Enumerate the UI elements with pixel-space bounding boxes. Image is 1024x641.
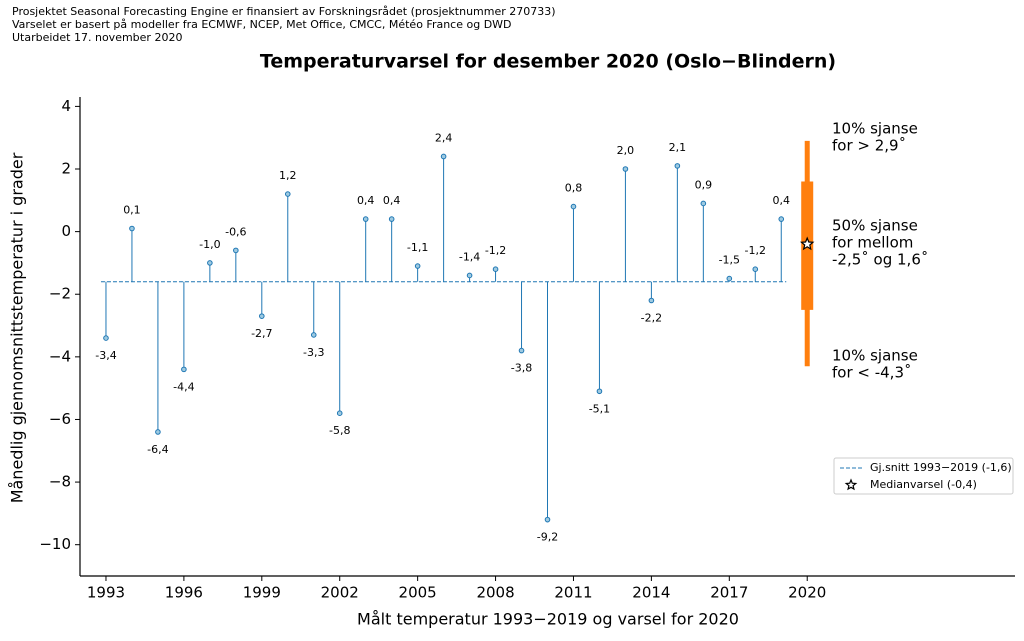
value-label: -6,4 <box>147 443 168 456</box>
y-tick-label: −6 <box>49 410 71 428</box>
stem-marker <box>284 191 291 197</box>
x-tick-label: 2011 <box>554 584 592 602</box>
value-label: -0,6 <box>225 225 246 238</box>
value-label: -1,0 <box>199 238 220 251</box>
value-label: -1,5 <box>719 254 740 267</box>
x-tick-label: 2005 <box>399 584 437 602</box>
header-line: Varselet er basert på modeller fra ECMWF… <box>12 18 512 31</box>
y-tick-label: 4 <box>61 97 71 115</box>
annotation: 10% sjanse <box>832 347 918 365</box>
value-label: -2,2 <box>641 311 662 324</box>
chart-title: Temperaturvarsel for desember 2020 (Oslo… <box>260 51 836 73</box>
x-tick-label: 2008 <box>476 584 514 602</box>
annotation: 10% sjanse <box>832 120 918 138</box>
value-label: -5,1 <box>589 402 610 415</box>
value-label: -2,7 <box>251 327 272 340</box>
value-label: -1,2 <box>745 244 766 257</box>
y-tick-label: −8 <box>49 473 71 491</box>
value-label: -3,4 <box>95 349 116 362</box>
x-tick-label: 1993 <box>87 584 125 602</box>
stem-marker <box>181 366 187 373</box>
stem-marker <box>336 410 343 417</box>
annotation: for > 2,9˚ <box>832 137 906 155</box>
value-label: -3,3 <box>303 346 324 359</box>
y-axis-title: Månedlig gjennomsnittstemperatur i grade… <box>8 152 27 503</box>
stem-marker <box>752 266 759 272</box>
stem-marker <box>596 388 603 395</box>
value-label: -9,2 <box>537 531 558 544</box>
y-tick-label: 2 <box>61 160 71 178</box>
y-tick-label: 0 <box>61 222 71 240</box>
value-label: -1,2 <box>485 244 506 257</box>
value-label: 2,1 <box>669 141 687 154</box>
value-label: 0,1 <box>123 203 141 216</box>
stem-marker <box>362 216 369 222</box>
y-tick-label: −2 <box>49 285 71 303</box>
header-line: Prosjektet Seasonal Forecasting Engine e… <box>12 5 556 18</box>
stem-marker <box>674 163 681 169</box>
x-tick-label: 2014 <box>632 584 670 602</box>
stem-marker <box>726 275 733 282</box>
value-label: -1,4 <box>459 250 480 263</box>
value-label: 2,0 <box>617 144 635 157</box>
x-tick-label: 1996 <box>165 584 203 602</box>
value-label: -5,8 <box>329 424 350 437</box>
stem-marker <box>778 216 785 222</box>
legend-box <box>833 457 1014 495</box>
stem-marker <box>233 247 239 254</box>
stem-marker <box>207 260 213 266</box>
stem-marker <box>466 272 473 279</box>
stem-marker <box>622 166 629 172</box>
value-label: 0,8 <box>565 182 583 195</box>
stem-marker <box>414 263 421 269</box>
stem-marker <box>155 429 161 435</box>
stem-marker <box>129 225 135 232</box>
legend-label: Gj.snitt 1993−2019 (-1,6) <box>870 461 1012 474</box>
stem-marker <box>259 313 265 319</box>
x-tick-label: 1999 <box>243 584 281 602</box>
stem-marker <box>388 216 395 222</box>
header-line: Utarbeidet 17. november 2020 <box>12 31 182 44</box>
x-tick-label: 2017 <box>710 584 748 602</box>
stem-marker <box>103 335 109 341</box>
value-label: -4,4 <box>173 380 194 393</box>
x-axis-title: Målt temperatur 1993−2019 og varsel for … <box>357 610 739 629</box>
x-tick-label: 2002 <box>321 584 359 602</box>
value-label: 0,4 <box>357 194 375 207</box>
annotation: for mellom <box>832 234 913 252</box>
stem-marker <box>440 153 447 160</box>
value-label: -1,1 <box>407 241 428 254</box>
value-label: 1,2 <box>279 169 297 182</box>
legend-label: Medianvarsel (-0,4) <box>870 478 977 491</box>
forecast-median <box>799 236 815 251</box>
value-label: 2,4 <box>435 131 453 144</box>
y-tick-label: −10 <box>39 535 71 553</box>
annotation: for < -4,3˚ <box>832 364 912 382</box>
legend-median-swatch <box>844 478 858 491</box>
y-tick-label: −4 <box>49 347 71 365</box>
stem-marker <box>492 266 499 272</box>
stem-marker <box>570 203 577 210</box>
value-label: -3,8 <box>511 362 532 375</box>
stem-marker <box>648 297 655 304</box>
stem-marker <box>310 332 317 338</box>
value-label: 0,9 <box>695 178 713 191</box>
value-label: 0,4 <box>383 194 401 207</box>
value-label: 0,4 <box>773 194 791 207</box>
annotation: -2,5˚ og 1,6˚ <box>832 251 928 269</box>
x-tick-label: 2020 <box>788 584 826 602</box>
stem-marker <box>700 200 707 207</box>
stem-marker <box>518 347 525 354</box>
annotation: 50% sjanse <box>832 217 918 235</box>
stem-marker <box>544 516 551 523</box>
